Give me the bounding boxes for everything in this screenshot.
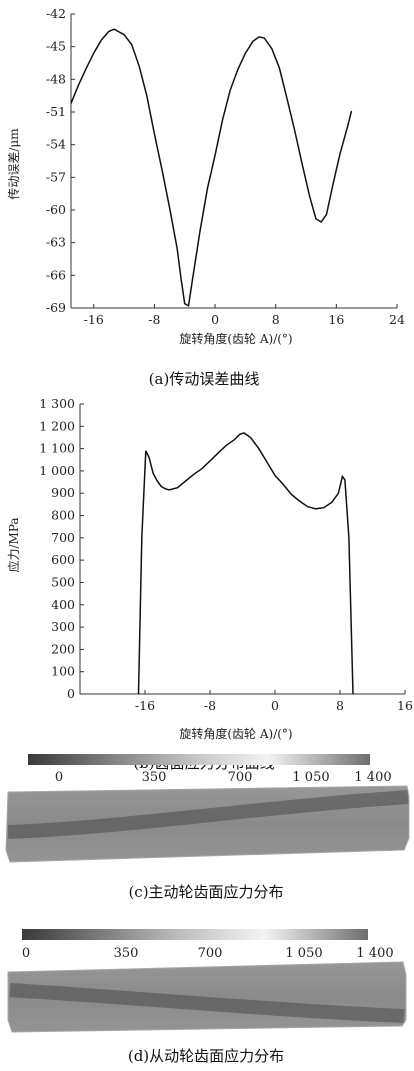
panel-d-stress-band: [9, 983, 405, 1023]
chart-a-xtick-label: 8: [272, 312, 280, 327]
panel-d-tick-0: 0: [22, 946, 30, 961]
chart-a-ytick-label: -54: [46, 137, 66, 152]
chart-a-caption: (a)传动误差曲线: [149, 370, 260, 388]
panel-d-colorbar: [22, 929, 368, 940]
chart-b-ytick-label: 600: [51, 552, 75, 567]
chart-b-xtick-label: 8: [336, 698, 344, 713]
chart-b-yticks: 0 100 200 300 400 500 600 700 800 900 1 000 1 100 1 …: [39, 396, 84, 701]
chart-b-xtick-label: -8: [204, 698, 216, 713]
chart-a-series-line: [70, 28, 353, 308]
chart-a-xtick-label: -16: [84, 312, 104, 327]
chart-a-axes: [70, 14, 397, 309]
panel-c-tick-350: 350: [142, 770, 167, 785]
chart-b-ytick-label: 100: [51, 664, 75, 679]
chart-b-ytick-label: 300: [51, 619, 75, 634]
chart-a-ytick-label: -57: [46, 169, 66, 184]
chart-b-ytick-label: 500: [51, 574, 75, 589]
chart-a-xtick-label: 24: [389, 312, 405, 327]
chart-b-ylabel: 应力/MPa: [6, 517, 21, 572]
panel-d-caption: (d)从动轮齿面应力分布: [128, 1047, 284, 1065]
chart-b-ytick-label: 1 200: [39, 418, 75, 433]
panel-c-caption: (c)主动轮齿面应力分布: [128, 883, 283, 901]
chart-b-xticks: -16 -8 0 8 16: [135, 690, 413, 713]
chart-b: 0 100 200 300 400 500 600 700 800 900 1 000 1 100 1 …: [6, 396, 413, 772]
chart-b-ytick-label: 1 100: [39, 441, 75, 456]
chart-a: -42 -45 -48 -51 -54 -57 -60 -63 -66 -69 -16 -8 0 8 16…: [6, 6, 405, 388]
chart-b-xlabel: 旋转角度(齿轮 A)/(°): [179, 726, 292, 741]
chart-a-ytick-label: -63: [46, 235, 66, 250]
chart-a-xtick-label: 0: [211, 312, 219, 327]
chart-b-ytick-label: 1 300: [39, 396, 75, 411]
chart-a-xticks: -16 -8 0 8 16 24: [84, 304, 405, 327]
panel-d: 0 350 700 1 050 1 400 (d)从动轮齿面应力分布: [7, 929, 407, 1065]
chart-a-ytick-label: -45: [46, 39, 66, 54]
panel-d-tick-350: 350: [114, 946, 139, 961]
chart-b-series-line: [137, 432, 354, 695]
panel-c-colorbar: [28, 754, 370, 765]
chart-b-ytick-label: 400: [51, 597, 75, 612]
panel-c-tick-700: 700: [228, 770, 253, 785]
chart-b-xtick-label: 16: [397, 698, 413, 713]
chart-a-ytick-label: -60: [46, 202, 66, 217]
panel-c-tick-1050: 1 050: [292, 770, 329, 785]
chart-b-xtick-label: -16: [135, 698, 155, 713]
panel-c: 0 350 700 1 050 1 400 (c)主动轮齿面应力分布: [5, 754, 410, 901]
panel-c-tick-0: 0: [55, 770, 63, 785]
panel-c-tick-1400: 1 400: [354, 770, 391, 785]
chart-b-axes: [79, 404, 405, 695]
panel-d-colorbar-ticks: 0 350 700 1 050 1 400: [22, 946, 394, 961]
chart-a-xtick-label: -8: [148, 312, 160, 327]
chart-b-xtick-label: 0: [271, 698, 279, 713]
panel-c-colorbar-ticks: 0 350 700 1 050 1 400: [55, 770, 392, 785]
chart-b-ytick-label: 700: [51, 530, 75, 545]
chart-a-ytick-label: -48: [46, 71, 66, 86]
chart-b-ytick-label: 0: [67, 686, 75, 701]
chart-a-ytick-label: -42: [46, 6, 66, 21]
chart-a-xlabel: 旋转角度(齿轮 A)/(°): [179, 331, 292, 346]
chart-a-ytick-label: -51: [46, 104, 66, 119]
chart-a-yticks: -42 -45 -48 -51 -54 -57 -60 -63 -66 -69: [46, 6, 75, 315]
panel-d-tick-1050: 1 050: [285, 946, 322, 961]
chart-a-ytick-label: -69: [46, 300, 66, 315]
panel-c-stress-band: [7, 790, 409, 839]
panel-d-tick-1400: 1 400: [356, 946, 393, 961]
chart-b-ytick-label: 1 000: [39, 463, 75, 478]
chart-b-ytick-label: 200: [51, 641, 75, 656]
chart-b-ytick-label: 800: [51, 508, 75, 523]
chart-b-ytick-label: 900: [51, 485, 75, 500]
chart-a-ytick-label: -66: [46, 267, 66, 282]
chart-a-xtick-label: 16: [328, 312, 344, 327]
chart-a-ylabel: 传动误差/μm: [6, 128, 21, 200]
panel-d-tick-700: 700: [198, 946, 223, 961]
